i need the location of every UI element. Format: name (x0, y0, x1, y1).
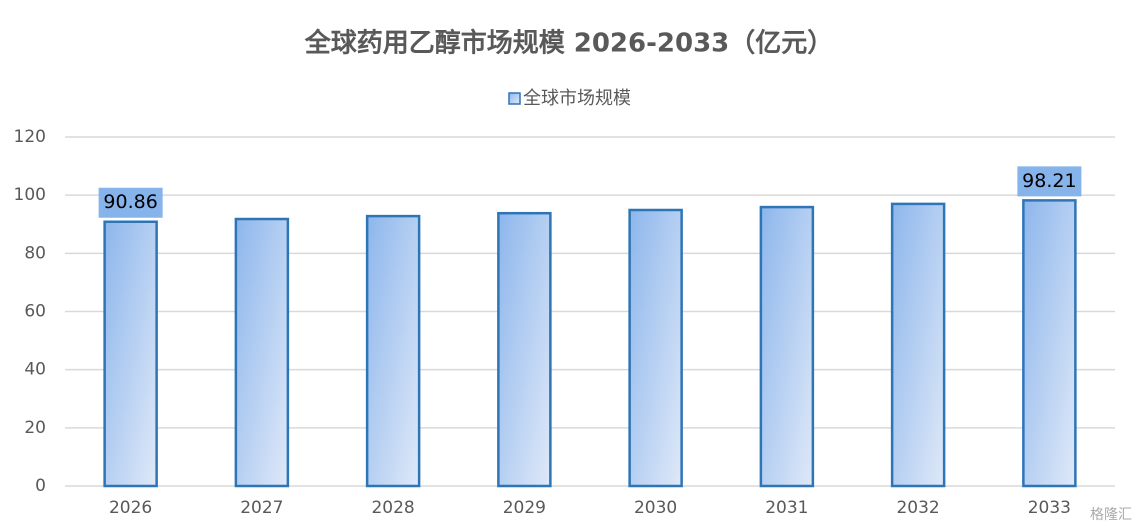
bar (497, 211, 552, 488)
legend-marker (508, 92, 521, 105)
y-tick-label: 100 (14, 185, 46, 205)
data-label: 98.21 (1022, 170, 1076, 192)
y-tick-label: 120 (14, 127, 46, 147)
x-tick-label: 2027 (240, 498, 283, 518)
bar (103, 220, 158, 488)
y-tick-label: 0 (35, 476, 46, 496)
x-tick-label: 2029 (503, 498, 546, 518)
y-tick-label: 20 (24, 418, 46, 438)
x-tick-label: 2033 (1028, 498, 1071, 518)
y-tick-label: 40 (24, 360, 46, 380)
bar (365, 214, 421, 488)
watermark: 格隆汇 (1090, 507, 1132, 523)
bar (628, 208, 683, 488)
data-label-box (98, 187, 163, 218)
x-tick-label: 2028 (371, 498, 414, 518)
x-tick-label: 2032 (896, 498, 939, 518)
chart-title: 全球药用乙醇市场规模 2026-2033（亿元） (304, 28, 834, 59)
y-tick-label: 60 (24, 302, 46, 322)
data-label: 90.86 (103, 191, 157, 213)
bar (759, 205, 815, 488)
bar (234, 217, 290, 488)
legend-label: 全球市场规模 (523, 88, 631, 109)
x-tick-label: 2026 (109, 498, 152, 518)
bar (1022, 199, 1077, 488)
y-tick-label: 80 (24, 243, 46, 263)
x-tick-label: 2030 (634, 498, 677, 518)
x-tick-label: 2031 (765, 498, 808, 518)
data-label-box (1017, 166, 1082, 197)
bar (890, 202, 946, 488)
